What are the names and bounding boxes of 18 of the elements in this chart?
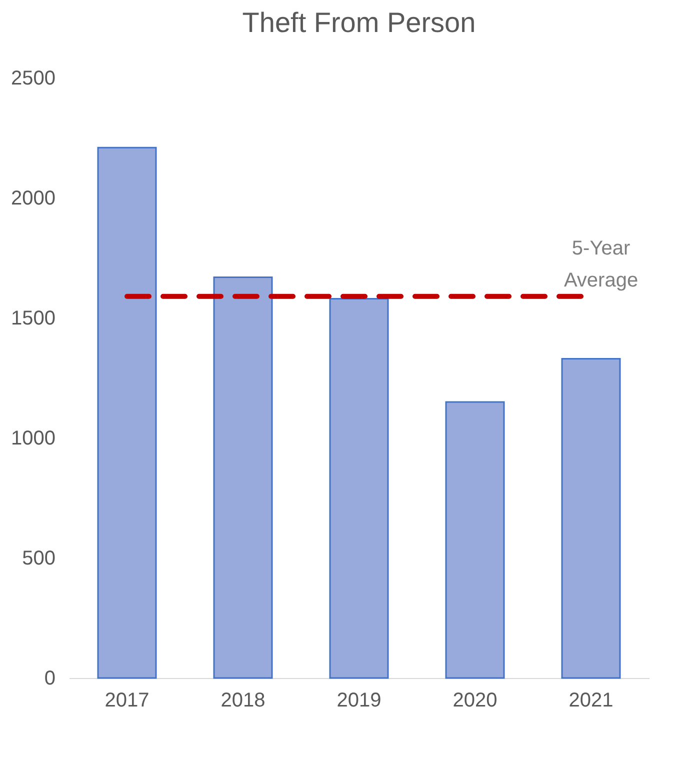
x-tick-label: 2017 bbox=[104, 690, 150, 712]
y-tick-label: 1000 bbox=[11, 428, 56, 450]
x-tick-label: 2021 bbox=[568, 690, 614, 712]
bar bbox=[213, 276, 273, 679]
y-tick-label: 1500 bbox=[11, 308, 56, 330]
y-tick-label: 0 bbox=[44, 668, 56, 690]
x-tick-label: 2020 bbox=[452, 690, 498, 712]
bar bbox=[329, 298, 389, 679]
bar bbox=[445, 401, 505, 679]
x-tick-label: 2019 bbox=[336, 690, 382, 712]
y-tick-label: 500 bbox=[22, 548, 56, 570]
y-tick-label: 2000 bbox=[11, 188, 56, 210]
chart-title: Theft From Person bbox=[242, 7, 476, 38]
bar bbox=[561, 358, 621, 679]
bar bbox=[97, 146, 157, 679]
x-tick-label: 2018 bbox=[220, 690, 266, 712]
y-tick-label: 2500 bbox=[11, 68, 56, 90]
ref-line-label: 5-Year Average bbox=[564, 237, 638, 292]
